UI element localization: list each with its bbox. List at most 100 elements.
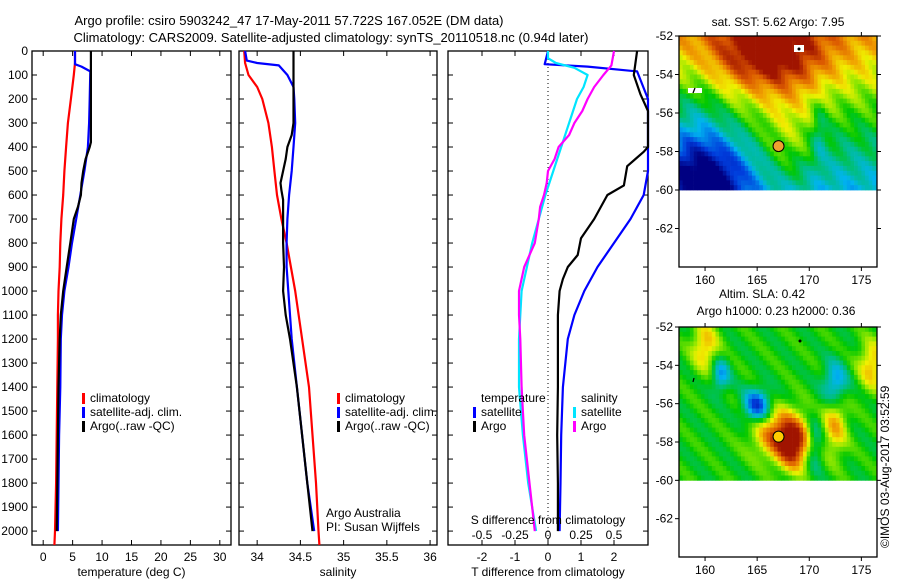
heatmap-cell [766, 408, 771, 414]
heatmap-cell [792, 113, 797, 119]
heatmap-cell [766, 442, 771, 448]
heatmap-cell [788, 165, 793, 172]
heatmap-cell [733, 98, 738, 104]
heatmap-cell [777, 475, 782, 481]
heatmap-cell [704, 113, 709, 119]
x2-tick-label: 0 [545, 528, 552, 542]
heatmap-cell [773, 408, 778, 414]
heatmap-cell [733, 161, 738, 167]
y-tick-label: 1600 [1, 428, 28, 442]
heatmap-cell [766, 466, 771, 472]
heatmap-cell [872, 98, 877, 104]
heatmap-cell [832, 170, 837, 176]
heatmap-cell [693, 113, 698, 119]
heatmap-cell [861, 127, 866, 133]
heatmap-cell [854, 456, 859, 462]
heatmap-cell [806, 394, 811, 400]
heatmap-cell [700, 437, 705, 443]
heatmap-cell [700, 132, 705, 138]
heatmap-cell [762, 79, 767, 85]
heatmap-cell [715, 461, 720, 467]
heatmap-cell [715, 389, 720, 395]
heatmap-cell [741, 470, 745, 476]
heatmap-cell [737, 93, 742, 99]
heatmap-cell [770, 341, 775, 347]
heatmap-cell [722, 165, 727, 172]
heatmap-cell [792, 374, 797, 381]
heatmap-cell [748, 141, 753, 148]
heatmap-cell [792, 427, 797, 433]
heatmap-cell [751, 36, 756, 42]
heatmap-cell [722, 98, 727, 104]
heatmap-cell [766, 374, 771, 381]
heatmap-cell [795, 36, 800, 42]
heatmap-cell [795, 336, 800, 342]
heatmap-cell [744, 422, 749, 428]
heatmap-cell [857, 360, 862, 366]
heatmap-cell [828, 127, 833, 133]
heatmap-cell [803, 84, 807, 90]
heatmap-cell [737, 346, 742, 352]
heatmap-cell [773, 165, 778, 172]
heatmap-cell [719, 408, 724, 414]
heatmap-cell [686, 137, 691, 143]
heatmap-cell [759, 84, 764, 90]
heatmap-cell [799, 422, 804, 428]
heatmap-cell [861, 351, 866, 357]
heatmap-cell [799, 98, 804, 104]
heatmap-cell [795, 141, 800, 148]
heatmap-cell [846, 360, 851, 366]
heatmap-cell [803, 117, 807, 123]
heatmap-cell [770, 442, 775, 448]
x-tick-label: 34 [250, 550, 264, 564]
heatmap-cell [868, 475, 873, 481]
y-tick-label: 500 [8, 164, 28, 178]
heatmap-cell [857, 398, 862, 405]
heatmap-cell [781, 351, 786, 357]
heatmap-cell [744, 108, 749, 114]
heatmap-cell [865, 341, 869, 347]
heatmap-cell [679, 466, 683, 472]
heatmap-cell [715, 79, 720, 85]
heatmap-cell [708, 69, 713, 75]
heatmap-cell [784, 346, 789, 352]
heatmap-cell [748, 165, 753, 172]
heatmap-cell [828, 98, 833, 104]
heatmap-cell [715, 379, 720, 385]
title-line-2: Climatology: CARS2009. Satellite-adjuste… [74, 30, 589, 45]
heatmap-cell [689, 437, 694, 443]
heatmap-cell [704, 403, 709, 409]
heatmap-cell [857, 146, 862, 152]
heatmap-cell [861, 64, 866, 71]
heatmap-cell [711, 418, 716, 424]
heatmap-cell [795, 374, 800, 381]
heatmap-cell [777, 422, 782, 428]
heatmap-cell [835, 156, 840, 162]
heatmap-cell [679, 93, 683, 99]
heatmap-cell [682, 151, 687, 157]
heatmap-cell [777, 60, 782, 66]
heatmap-cell [843, 456, 848, 462]
heatmap-cell [832, 98, 837, 104]
heatmap-cell [726, 365, 731, 371]
heatmap-cell [777, 161, 782, 167]
heatmap-cell [697, 346, 702, 352]
heatmap-cell [865, 84, 869, 90]
heatmap-cell [792, 170, 797, 176]
heatmap-cell [722, 327, 727, 333]
heatmap-cell [719, 466, 724, 472]
heatmap-cell [865, 374, 869, 381]
heatmap-cell [697, 45, 702, 51]
heatmap-cell [686, 175, 691, 181]
heatmap-cell [773, 40, 778, 46]
heatmap-cell [795, 355, 800, 361]
heatmap-cell [741, 432, 745, 438]
heatmap-cell [806, 384, 811, 390]
heatmap-cell [792, 408, 797, 414]
heatmap-cell [726, 446, 731, 452]
heatmap-cell [839, 442, 844, 448]
heatmap-cell [759, 93, 764, 99]
heatmap-cell [843, 108, 848, 114]
heatmap-cell [865, 36, 869, 42]
heatmap-cell [806, 327, 811, 333]
